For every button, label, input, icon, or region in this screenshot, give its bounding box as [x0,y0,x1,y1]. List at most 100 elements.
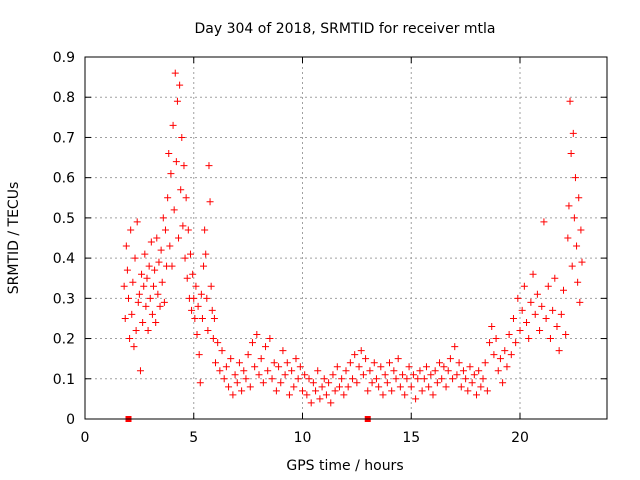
data-point [501,347,509,355]
data-point [359,371,367,379]
data-point [344,383,352,391]
data-point [577,226,585,234]
data-point [396,383,404,391]
data-point [544,282,552,290]
data-point [388,387,396,395]
data-point [529,270,537,278]
data-point [168,262,176,270]
data-point [175,234,183,242]
data-point [244,351,252,359]
data-point [379,391,387,399]
data-point [196,379,204,387]
data-point [134,298,142,306]
data-point [438,375,446,383]
data-point [197,290,205,298]
data-point [292,355,300,363]
data-point [208,306,216,314]
data-point [225,383,233,391]
data-point [353,379,361,387]
data-point [346,359,354,367]
data-point [575,194,583,202]
data-point [131,254,139,262]
data-point [514,294,522,302]
data-point [331,387,339,395]
data-point [436,359,444,367]
data-point [351,351,359,359]
data-point [399,371,407,379]
data-point [553,322,561,330]
y-tick-label: 0.8 [53,90,75,106]
data-point [227,355,235,363]
data-point [279,347,287,355]
data-point [477,383,485,391]
data-point [193,331,201,339]
data-point [165,150,173,158]
data-point [145,262,153,270]
data-point [496,355,504,363]
data-point [518,306,526,314]
data-point [129,278,137,286]
data-point [200,262,208,270]
data-point [355,363,363,371]
data-point [122,242,130,250]
data-point [516,327,524,335]
data-point [405,363,413,371]
x-tick-label: 0 [81,430,90,446]
data-point [499,379,507,387]
data-point [531,310,539,318]
data-point [425,383,433,391]
x-tick-label: 20 [511,430,529,446]
y-tick-label: 0.1 [53,372,75,388]
data-point [335,383,343,391]
data-point [483,387,491,395]
data-point [442,383,450,391]
data-point [571,174,579,182]
y-tick-label: 0.2 [53,332,75,348]
data-point [414,375,422,383]
data-point [179,222,187,230]
data-point [457,383,465,391]
data-point [275,363,283,371]
y-tick-labels: 0 0.1 0.2 0.3 0.4 0.5 0.6 0.7 0.8 0.9 [53,50,75,428]
data-point [494,367,502,375]
data-point [178,133,186,141]
data-point [139,318,147,326]
data-point [220,375,228,383]
data-point [466,363,474,371]
data-point [204,327,212,335]
data-point [412,395,420,403]
data-point [505,331,513,339]
data-point [222,363,230,371]
data-point [567,150,575,158]
data-point [262,343,270,351]
data-point [180,162,188,170]
data-point [136,367,144,375]
data-point [562,331,570,339]
data-point [255,371,263,379]
data-point [123,266,131,274]
data-point [251,363,259,371]
data-point [242,375,250,383]
data-point [368,379,376,387]
data-point [305,375,313,383]
data-point [214,339,222,347]
y-tick-label: 0.6 [53,171,75,187]
data-point [160,298,168,306]
data-point [312,387,320,395]
data-point [140,282,148,290]
data-point [475,367,483,375]
data-point [268,375,276,383]
data-point [272,387,280,395]
data-point [470,371,478,379]
data-point [157,246,165,254]
data-point [194,302,202,310]
data-point [150,282,158,290]
data-point [143,274,151,282]
data-point [488,322,496,330]
x-tick-label: 10 [294,430,312,446]
data-point [253,331,261,339]
data-point [381,371,389,379]
data-point [576,298,584,306]
data-point [568,262,576,270]
data-point [170,206,178,214]
